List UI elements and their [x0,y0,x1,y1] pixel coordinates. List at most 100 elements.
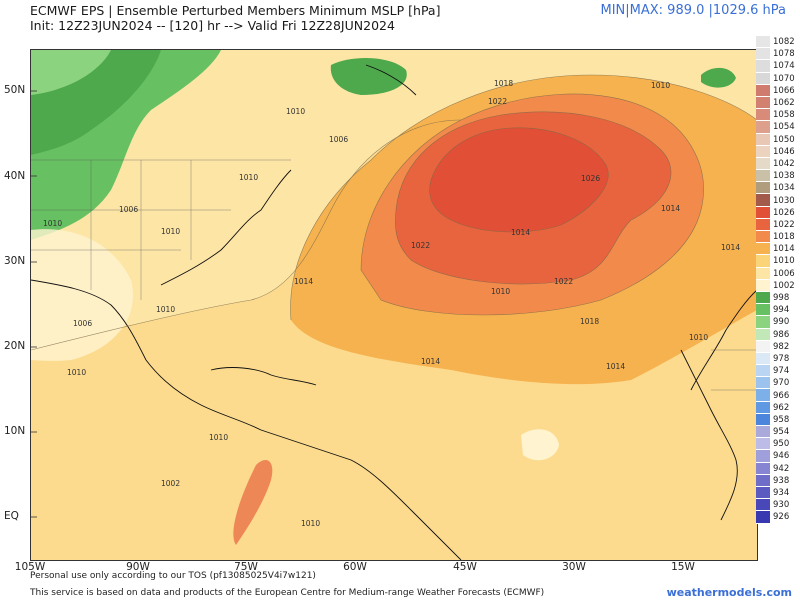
lat-label: 20N [4,340,26,352]
contour-label: 1018 [494,79,513,88]
colorbar-label: 930 [773,500,790,511]
contour-label: 1014 [661,204,680,213]
colorbar-swatch [756,157,770,171]
colorbar-label: 1010 [773,256,795,267]
tos-notice: Personal use only according to our TOS (… [30,571,316,581]
colorbar-swatch [756,109,770,122]
colorbar-entry: 1062 [756,96,798,110]
colorbar-entry: 1014 [756,243,798,256]
minmax-readout: MIN|MAX: 989.0 |1029.6 hPa [600,3,787,18]
colorbar-entry: 938 [756,474,798,487]
colorbar-swatch [756,121,770,134]
colorbar-entry: 1022 [756,218,798,231]
colorbar-label: 978 [773,353,790,364]
colorbar-swatch [756,438,770,451]
colorbar-swatch [756,145,770,158]
streak-andes [233,460,273,545]
colorbar-swatch [756,60,770,73]
colorbar-swatch [756,365,770,378]
colorbar-label: 1022 [773,219,795,230]
colorbar-label: 946 [773,451,790,462]
colorbar-swatch [756,72,770,85]
colorbar-label: 966 [773,390,790,401]
colorbar-entry: 962 [756,401,798,414]
colorbar-label: 1026 [773,207,795,218]
low-east-atlantic [701,67,736,88]
brand-link[interactable]: weathermodels.com [666,586,792,599]
colorbar-label: 994 [773,305,790,316]
colorbar-label: 1030 [773,195,795,206]
colorbar-swatch [756,499,770,512]
colorbar-label: 1082 [773,37,795,48]
colorbar-entry: 1026 [756,206,798,219]
map-panel: 1014 1018 1022 1026 1014 1010 1022 1022 … [30,49,758,561]
contour-label: 1022 [488,97,507,106]
political-borders [31,159,757,391]
contour-label: 1010 [491,287,510,296]
contour-label: 1014 [294,277,313,286]
colorbar-swatch [756,84,770,97]
low-north-america-edge [31,50,111,95]
pressure-map: 1014 1018 1022 1026 1014 1010 1022 1022 … [31,50,757,560]
colorbar-entry: 1082 [756,36,798,49]
colorbar-swatch [756,316,770,329]
colorbar-entry: 998 [756,291,798,305]
colorbar-swatch [756,304,770,317]
colorbar-label: 1042 [773,158,795,169]
lon-label: 15W [671,561,695,573]
colorbar-swatch [756,413,770,426]
colorbar-label: 1018 [773,232,795,243]
colorbar-entry: 958 [756,413,798,426]
colorbar-swatch [756,182,770,195]
patch-tropical-atlantic [521,429,559,461]
contour-label: 1010 [651,81,670,90]
colorbar-entry: 1042 [756,157,798,171]
colorbar-swatch [756,243,770,256]
lon-label: 45W [453,561,477,573]
colorbar-label: 1002 [773,280,795,291]
contour-label: 1022 [411,241,430,250]
colorbar-entry: 926 [756,511,798,524]
colorbar-label: 990 [773,317,790,328]
colorbar-entry: 1066 [756,84,798,97]
lat-label: 30N [4,255,26,267]
lat-label: EQ [4,510,19,522]
coastlines [31,64,757,560]
contour-label: 1010 [286,107,305,116]
colorbar-label: 982 [773,341,790,352]
colorbar-label: 934 [773,488,790,499]
colorbar-label: 962 [773,402,790,413]
colorbar-entry: 1030 [756,194,798,207]
colorbar-swatch [756,486,770,500]
contour-label: 1006 [329,135,348,144]
contour-label: 1014 [421,357,440,366]
colorbar-swatch [756,328,770,341]
colorbar-entry: 1002 [756,279,798,292]
colorbar-swatch [756,352,770,366]
colorbar-swatch [756,194,770,207]
contour-label: 1010 [209,433,228,442]
band-1026-core [429,127,609,232]
colorbar-label: 1070 [773,73,795,84]
lon-label: 90W [126,561,150,573]
colorbar-label: 1074 [773,61,795,72]
colorbar-label: 998 [773,293,790,304]
colorbar-swatch [756,377,770,390]
colorbar-entry: 974 [756,365,798,378]
colorbar-entry: 994 [756,304,798,317]
colorbar-label: 1066 [773,85,795,96]
colorbar-label: 970 [773,378,790,389]
colorbar-swatch [756,511,770,524]
lat-label: 40N [4,170,26,182]
colorbar-swatch [756,36,770,49]
patch-gulf [31,229,133,361]
colorbar-entry: 934 [756,486,798,500]
colorbar-swatch [756,474,770,487]
contour-label: 1010 [156,305,175,314]
colorbar-label: 1062 [773,98,795,109]
lon-label: 30W [562,561,586,573]
colorbar-label: 986 [773,329,790,340]
colorbar-entry: 946 [756,450,798,463]
contour-label-group: 1014 1018 1022 1026 1014 1010 1022 1022 … [43,79,740,528]
colorbar-label: 1034 [773,183,795,194]
